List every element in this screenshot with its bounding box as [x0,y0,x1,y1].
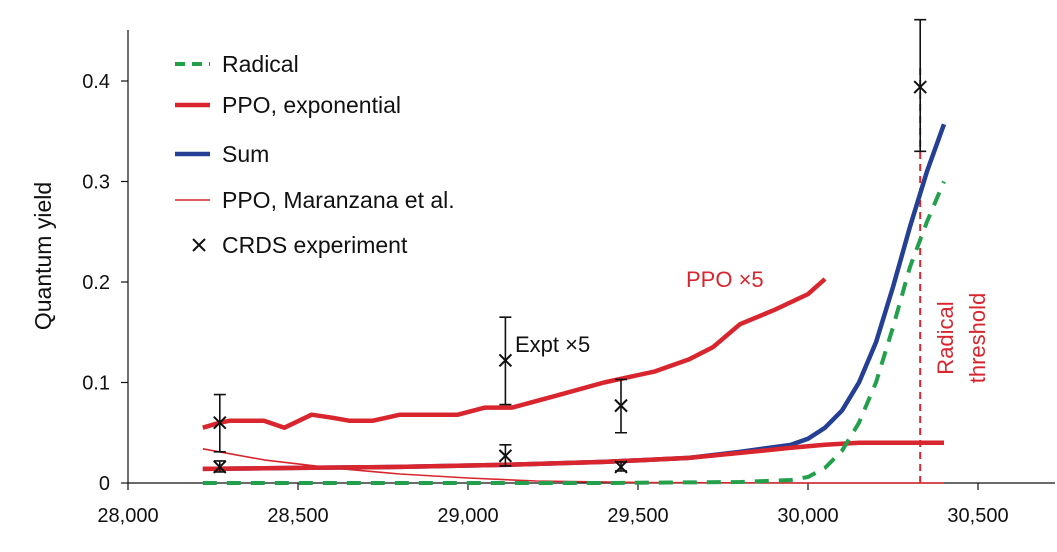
legend-cross-marker [192,238,206,252]
legend-item-ppo-exponential: PPO, exponential [175,92,401,118]
plot-area [202,18,947,485]
series-line-ppo-mar [202,448,944,484]
legend-item-sum: Sum [175,141,269,167]
legend-label-sum: Sum [222,141,269,167]
x-tick-label: 30,000 [777,505,838,527]
y-ticks: 0 0.1 0.2 0.3 0.4 [82,71,128,495]
crds-experiment-point [614,460,628,474]
legend-item-ppo-maranzana: PPO, Maranzana et al. [175,187,455,213]
legend-label-ppo-maranzana: PPO, Maranzana et al. [222,187,455,213]
legend-label-crds-experiment: CRDS experiment [222,232,408,258]
legend-label-ppo-exponential: PPO, exponential [222,92,401,118]
y-tick-label: 0.1 [82,373,110,395]
x-tick-label: 30,500 [947,505,1008,527]
expt-x5-point [213,415,227,430]
radical-threshold: Radical threshold [919,68,990,483]
expt-x5-point [498,353,513,368]
expt-x5-point [614,398,628,413]
legend-label-radical: Radical [222,51,299,77]
axes: 28,000 28,500 29,000 29,500 30,000 30,500 0 0.… [30,30,1055,527]
x-tick-label: 29,500 [607,505,668,527]
y-tick-label: 0.4 [82,71,110,93]
x-tick-label: 28,000 [97,505,158,527]
crds-experiment-point [498,449,513,463]
legend-marker-crds-experiment [192,238,206,252]
y-tick-label: 0.3 [82,172,110,194]
y-tick-label: 0 [99,473,110,495]
expt-x5-annotation: Expt ×5 [515,332,590,357]
legend: Radical PPO, exponential Sum PPO, Maranz… [175,51,455,258]
x-tick-label: 29,000 [437,505,498,527]
x-tick-label: 28,500 [267,505,328,527]
radical-threshold-label-2: threshold [965,293,990,384]
y-tick-label: 0.2 [82,272,110,294]
legend-item-crds-experiment: CRDS experiment [192,232,408,258]
crds-error-bar [914,18,927,153]
radical-threshold-label: Radical [933,301,958,374]
series-line-radical [202,180,946,485]
series-line-ppo-exp [202,440,944,472]
x-ticks: 28,000 28,500 29,000 29,500 30,000 30,500 [97,483,1009,527]
y-axis-label: Quantum yield [30,182,56,330]
series-line-ppo-x5 [202,277,827,430]
ppo-x5-annotation: PPO ×5 [686,267,764,292]
crds-experiment-point [913,80,927,94]
crds-experiment-point [213,460,227,474]
legend-item-radical: Radical [175,51,299,77]
